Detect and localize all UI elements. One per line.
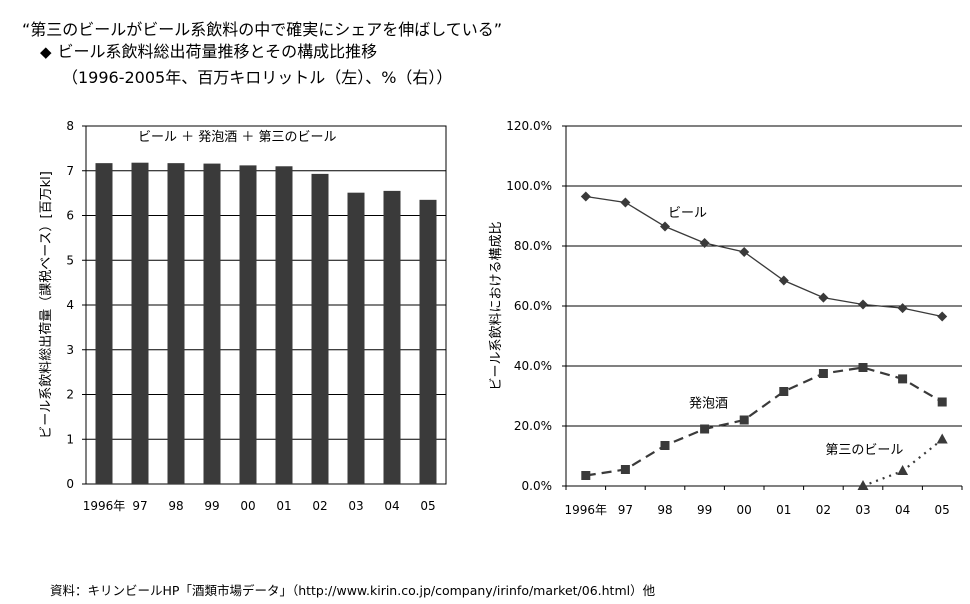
diamond-marker bbox=[897, 303, 908, 314]
bar-y-tick-label: 3 bbox=[66, 343, 74, 357]
series-label-third-beer: 第三のビール bbox=[825, 443, 903, 458]
square-marker bbox=[898, 374, 908, 384]
bar-y-axis-label: ビール系飲料総出荷量（課税ベース）[百万kl] bbox=[38, 171, 54, 439]
bar-x-tick-label: 00 bbox=[240, 499, 255, 513]
bar bbox=[167, 163, 185, 484]
square-marker bbox=[581, 471, 591, 480]
line-x-tick-label: 02 bbox=[816, 503, 831, 517]
page-title: “第三のビールがビール系飲料の中で確実にシェアを伸ばしている” bbox=[22, 20, 503, 39]
series-line bbox=[585, 366, 943, 477]
line-x-tick-label: 99 bbox=[697, 503, 712, 517]
line-x-tick-label: 04 bbox=[895, 503, 910, 517]
triangle-marker bbox=[936, 433, 948, 444]
line-x-tick-label: 97 bbox=[618, 503, 633, 517]
line-x-tick-label: 98 bbox=[657, 503, 672, 517]
bar bbox=[419, 199, 437, 484]
units-note: （1996-2005年、百万キロリットル（左）、%（右）） bbox=[62, 68, 453, 87]
bar-x-tick-label: 97 bbox=[132, 499, 147, 513]
bar bbox=[95, 163, 113, 484]
diamond-marker bbox=[660, 221, 670, 232]
bar-x-tick-label: 04 bbox=[384, 499, 399, 513]
bar-x-tick-label: 98 bbox=[168, 499, 183, 513]
triangle-marker bbox=[857, 480, 869, 490]
bar bbox=[275, 166, 293, 484]
line-y-tick-label: 20.0% bbox=[514, 419, 552, 433]
bar-annotation: ビール ＋ 発泡酒 ＋ 第三のビール bbox=[138, 130, 337, 145]
diamond-marker bbox=[580, 191, 591, 202]
bar bbox=[131, 162, 149, 484]
bar-x-tick-label: 99 bbox=[204, 499, 219, 513]
square-marker bbox=[937, 397, 947, 407]
line-y-axis-label: ビール系飲料における構成比 bbox=[488, 221, 504, 390]
bar-x-tick-label: 01 bbox=[276, 499, 291, 513]
bar-y-tick-label: 8 bbox=[66, 119, 74, 133]
subtitle-text: ビール系飲料総出荷量推移とその構成比推移 bbox=[57, 42, 378, 61]
bar-y-tick-label: 1 bbox=[66, 432, 74, 446]
diamond-marker bbox=[699, 238, 710, 248]
bar-y-tick-label: 5 bbox=[66, 253, 74, 267]
square-marker bbox=[700, 424, 710, 434]
square-marker bbox=[620, 465, 630, 474]
series-label-beer: ビール bbox=[668, 206, 707, 221]
square-marker bbox=[660, 441, 670, 450]
line-y-tick-label: 80.0% bbox=[514, 239, 552, 253]
square-marker bbox=[858, 363, 868, 372]
line-x-tick-label: 03 bbox=[855, 503, 870, 517]
line-x-tick-label: 05 bbox=[935, 503, 950, 517]
bar-y-tick-label: 2 bbox=[66, 388, 74, 402]
bar bbox=[383, 190, 401, 484]
chart-subtitle: ◆ ビール系飲料総出荷量推移とその構成比推移 bbox=[40, 38, 377, 62]
line-y-tick-label: 0.0% bbox=[522, 479, 553, 493]
bar-y-tick-label: 7 bbox=[66, 164, 74, 178]
bar-y-tick-label: 6 bbox=[66, 209, 74, 223]
diamond-marker bbox=[778, 275, 789, 286]
bar-x-tick-label: 05 bbox=[420, 499, 435, 513]
series-line bbox=[585, 195, 943, 318]
line-y-tick-label: 100.0% bbox=[506, 179, 552, 193]
diamond-marker bbox=[739, 247, 750, 257]
bar-y-tick-label: 4 bbox=[66, 298, 74, 312]
square-marker bbox=[818, 369, 828, 378]
bar bbox=[239, 165, 257, 484]
line-x-tick-label: 1996年 bbox=[565, 503, 608, 517]
triangle-marker bbox=[897, 465, 909, 475]
bar-y-tick-label: 0 bbox=[66, 477, 74, 491]
square-marker bbox=[779, 387, 789, 396]
diamond-marker bbox=[620, 197, 631, 208]
bar bbox=[311, 173, 329, 484]
line-x-tick-label: 00 bbox=[737, 503, 752, 517]
bar bbox=[203, 163, 221, 484]
line-x-tick-label: 01 bbox=[776, 503, 791, 517]
series-label-happoshu: 発泡酒 bbox=[689, 397, 728, 412]
diamond-marker bbox=[937, 311, 948, 322]
bar-x-tick-label: 03 bbox=[348, 499, 363, 513]
square-marker bbox=[739, 415, 749, 425]
line-y-tick-label: 40.0% bbox=[514, 359, 552, 373]
diamond-bullet-icon: ◆ bbox=[40, 43, 52, 61]
bar bbox=[347, 192, 365, 485]
line-y-tick-label: 60.0% bbox=[514, 299, 552, 313]
diamond-marker bbox=[858, 299, 868, 310]
bar-x-tick-label: 02 bbox=[312, 499, 327, 513]
bar-x-tick-label: 1996年 bbox=[83, 499, 126, 513]
line-y-tick-label: 120.0% bbox=[506, 119, 552, 133]
diamond-marker bbox=[818, 292, 829, 303]
source-note: 資料：キリンビールHP「酒類市場データ」（http://www.kirin.co… bbox=[50, 583, 656, 598]
